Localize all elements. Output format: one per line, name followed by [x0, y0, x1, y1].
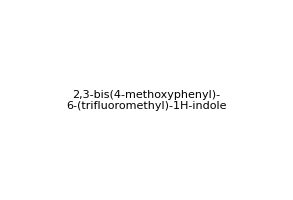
- Text: 2,3-bis(4-methoxyphenyl)-
6-(trifluoromethyl)-1H-indole: 2,3-bis(4-methoxyphenyl)- 6-(trifluorome…: [66, 89, 227, 111]
